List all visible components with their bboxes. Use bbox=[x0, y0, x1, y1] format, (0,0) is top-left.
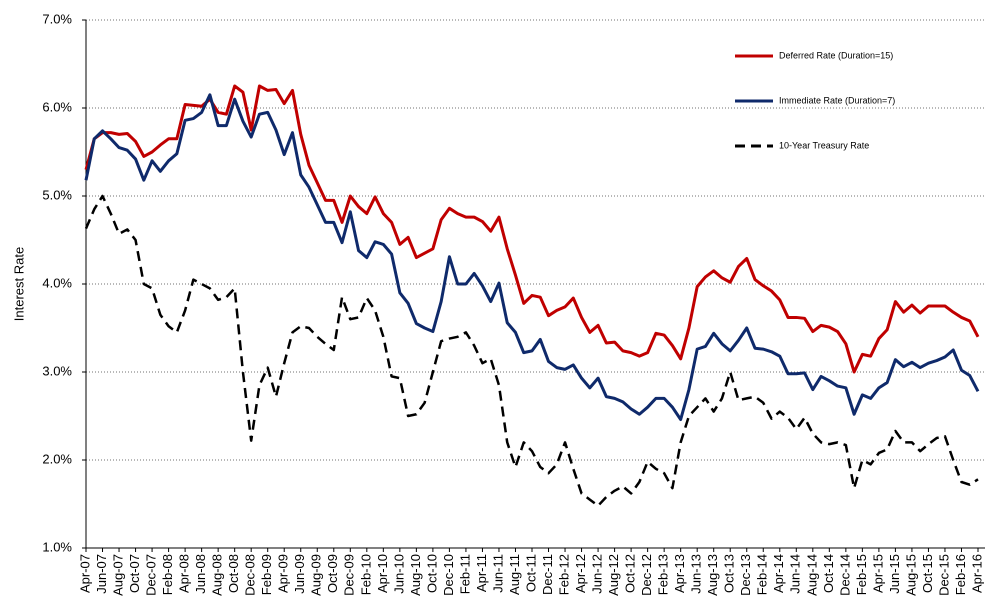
x-tick-label: Feb-09 bbox=[259, 554, 274, 595]
x-tick-label: Oct-14 bbox=[821, 554, 836, 593]
x-tick-label: Apr-11 bbox=[474, 554, 489, 592]
x-tick-label: Feb-08 bbox=[160, 554, 175, 595]
x-tick-label: Oct-13 bbox=[722, 554, 737, 593]
x-tick-label: Jun-07 bbox=[94, 554, 109, 594]
y-tick-label: 2.0% bbox=[42, 451, 72, 466]
x-tick-label: Apr-09 bbox=[276, 554, 291, 593]
legend-label: Deferred Rate (Duration=15) bbox=[779, 50, 893, 60]
x-tick-label: Feb-16 bbox=[953, 554, 968, 595]
x-tick-label: Dec-09 bbox=[342, 554, 357, 596]
y-tick-label: 6.0% bbox=[42, 99, 72, 114]
x-tick-label: Jun-15 bbox=[887, 554, 902, 594]
x-tick-label: Dec-08 bbox=[243, 554, 258, 596]
x-tick-label: Aug-08 bbox=[210, 554, 225, 596]
x-tick-label: Oct-10 bbox=[424, 554, 439, 593]
x-tick-label: Dec-07 bbox=[144, 554, 159, 596]
y-tick-label: 4.0% bbox=[42, 275, 72, 290]
x-tick-label: Apr-14 bbox=[771, 554, 786, 593]
x-tick-label: Jun-08 bbox=[193, 554, 208, 594]
x-tick-label: Feb-12 bbox=[556, 554, 571, 595]
x-tick-label: Aug-12 bbox=[606, 554, 621, 596]
x-tick-label: Apr-08 bbox=[177, 554, 192, 593]
x-tick-label: Oct-15 bbox=[920, 554, 935, 593]
y-axis-title: Interest Rate bbox=[11, 247, 26, 321]
x-tick-label: Aug-15 bbox=[903, 554, 918, 596]
x-tick-label: Aug-13 bbox=[705, 554, 720, 596]
x-tick-label: Oct-08 bbox=[226, 554, 241, 593]
x-tick-label: Dec-15 bbox=[936, 554, 951, 596]
x-tick-label: Feb-10 bbox=[358, 554, 373, 595]
x-tick-label: Apr-16 bbox=[969, 554, 984, 593]
x-tick-label: Feb-11 bbox=[457, 554, 472, 594]
x-tick-label: Dec-10 bbox=[441, 554, 456, 596]
y-tick-label: 7.0% bbox=[42, 11, 72, 26]
series-line bbox=[84, 84, 980, 374]
x-tick-label: Jun-10 bbox=[391, 554, 406, 594]
x-tick-label: Oct-11 bbox=[523, 554, 538, 592]
y-tick-label: 5.0% bbox=[42, 187, 72, 202]
legend-label: 10-Year Treasury Rate bbox=[779, 140, 869, 150]
x-tick-label: Apr-13 bbox=[672, 554, 687, 593]
x-tick-label: Aug-11 bbox=[507, 554, 522, 595]
legend-label: Immediate Rate (Duration=7) bbox=[779, 95, 895, 105]
x-tick-label: Feb-14 bbox=[755, 554, 770, 595]
x-tick-label: Apr-12 bbox=[573, 554, 588, 593]
x-tick-label: Jun-09 bbox=[292, 554, 307, 594]
x-tick-label: Oct-12 bbox=[623, 554, 638, 593]
x-tick-label: Dec-11 bbox=[540, 554, 555, 595]
x-tick-label: Aug-10 bbox=[408, 554, 423, 596]
series-line bbox=[84, 93, 980, 422]
x-tick-label: Aug-07 bbox=[110, 554, 125, 596]
x-tick-label: Jun-13 bbox=[689, 554, 704, 594]
y-tick-label: 1.0% bbox=[42, 539, 72, 554]
x-tick-label: Apr-07 bbox=[77, 554, 92, 593]
x-tick-label: Apr-10 bbox=[375, 554, 390, 593]
x-tick-label: Apr-15 bbox=[870, 554, 885, 593]
x-tick-label: Feb-15 bbox=[854, 554, 869, 595]
x-tick-label: Jun-14 bbox=[788, 554, 803, 594]
x-tick-label: Dec-13 bbox=[738, 554, 753, 596]
y-tick-label: 3.0% bbox=[42, 363, 72, 378]
x-tick-label: Oct-07 bbox=[127, 554, 142, 593]
x-tick-label: Aug-14 bbox=[804, 554, 819, 596]
x-tick-label: Jun-11 bbox=[490, 554, 505, 593]
x-tick-label: Dec-14 bbox=[837, 554, 852, 596]
x-tick-label: Aug-09 bbox=[309, 554, 324, 596]
series-line bbox=[84, 194, 979, 508]
x-tick-label: Oct-09 bbox=[325, 554, 340, 593]
x-tick-label: Dec-12 bbox=[639, 554, 654, 596]
x-tick-label: Feb-13 bbox=[656, 554, 671, 595]
x-tick-label: Jun-12 bbox=[590, 554, 605, 594]
